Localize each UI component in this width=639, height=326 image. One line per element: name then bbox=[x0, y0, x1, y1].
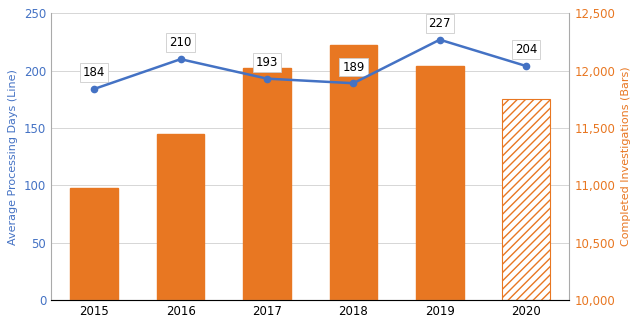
Text: 227: 227 bbox=[429, 17, 451, 30]
Bar bbox=[502, 99, 550, 300]
Text: 189: 189 bbox=[343, 61, 365, 73]
Text: 210: 210 bbox=[169, 37, 192, 50]
Text: 184: 184 bbox=[83, 66, 105, 79]
Bar bbox=[243, 68, 291, 300]
Bar bbox=[157, 134, 204, 300]
Bar bbox=[416, 66, 463, 300]
Y-axis label: Completed Investigations (Bars): Completed Investigations (Bars) bbox=[620, 67, 631, 246]
Text: 204: 204 bbox=[515, 43, 537, 56]
Bar bbox=[70, 187, 118, 300]
Bar bbox=[330, 45, 377, 300]
Y-axis label: Average Processing Days (Line): Average Processing Days (Line) bbox=[8, 69, 19, 244]
Text: 193: 193 bbox=[256, 56, 278, 69]
